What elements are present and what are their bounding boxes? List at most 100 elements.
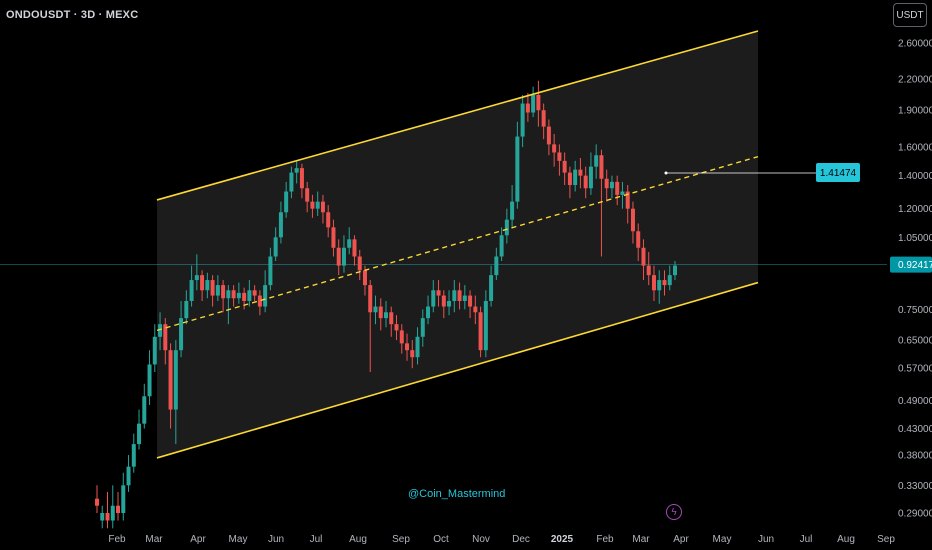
candle-body [347,239,352,248]
channel-lower-line [156,281,759,459]
y-tick-label: 1.20000 [898,204,932,215]
candle-body [242,292,247,301]
candle-body [200,275,205,291]
candle-body [641,247,646,266]
candle-body [231,290,236,299]
candle-body [410,350,415,358]
candle-body [205,280,210,291]
candle-body [320,201,325,213]
candle-body [152,336,157,365]
x-tick-label: Jun [758,534,774,545]
x-tick-label: Jun [268,534,284,545]
y-tick-label: 0.57000 [898,364,932,375]
candle-body [478,312,483,351]
current-price-tag [890,256,932,273]
candle-body [305,188,310,202]
lightning-icon[interactable]: ϟ [666,504,682,520]
x-tick-label: Jul [310,534,323,545]
currency-button[interactable]: USDT [893,3,927,27]
candle-body [578,169,583,176]
candle-body [536,94,541,111]
target-label-bg [816,163,860,182]
candle-body [294,168,299,173]
x-tick-label: 2025 [551,534,574,545]
candle-body [594,155,599,167]
candle-body [426,306,431,319]
candle-body [510,201,515,220]
candle-body [630,208,635,232]
candle-body [415,336,420,358]
y-tick-label: 0.29000 [898,509,932,520]
x-tick-label: Mar [145,534,163,545]
candle-body [567,172,572,186]
candle-body [599,155,604,179]
candle-body [210,280,215,296]
candle-body [273,237,278,257]
candle-body [588,166,593,189]
candle-body [557,152,562,161]
candle-body [667,275,672,286]
candle-body [552,144,557,153]
candle-body [194,275,199,281]
candle-body [609,181,614,189]
candle-body [520,103,525,137]
y-tick-label: 0.75000 [898,305,932,316]
candle-body [494,256,499,276]
candle-body [646,265,651,276]
y-tick-label: 2.20000 [898,74,932,85]
candle-body [331,227,336,248]
candle-body [310,201,315,209]
candle-body [531,94,536,113]
candle-body [620,191,625,195]
candle-body [221,285,226,299]
target-dot [664,171,668,175]
candle-body [462,295,467,301]
candle-body [278,212,283,238]
candle-body [673,265,677,276]
x-tick-label: May [229,534,248,545]
candle-body [420,318,425,337]
candle-body [389,312,394,325]
symbol-title: ONDOUSDT · 3D · MEXC [6,9,139,21]
candle-body [252,290,257,296]
candle-body [573,169,578,186]
candle-body [268,256,273,286]
candle-body [583,175,588,189]
candle-body [457,290,462,301]
y-tick-label: 1.90000 [898,106,932,117]
y-tick-label: 1.40000 [898,171,932,182]
candle-body [483,300,488,351]
candle-body [515,136,520,202]
x-tick-label: Mar [632,534,650,545]
candle-body [441,295,446,307]
x-tick-label: Apr [190,534,206,545]
candle-body [179,318,184,351]
candle-body [615,181,620,195]
candle-body [562,160,567,173]
x-tick-label: Feb [108,534,126,545]
candle-body [116,505,121,513]
candle-body [158,324,163,337]
candle-body [504,219,509,236]
y-tick-label: 1.60000 [898,143,932,154]
y-tick-label: 0.65000 [898,336,932,347]
candle-body [373,306,378,313]
candle-body [657,280,662,291]
candle-body [499,235,504,257]
candle-body [384,312,388,319]
y-tick-label: 0.33000 [898,481,932,492]
x-tick-label: Nov [472,534,490,545]
candle-body [142,396,147,424]
channel-fill [157,30,758,458]
candle-body [368,285,373,313]
candle-body [168,350,173,410]
candle-body [189,280,194,301]
candle-body [110,505,115,521]
candle-body [468,295,473,307]
x-tick-label: Aug [837,534,855,545]
channel-upper-line [156,30,759,201]
candle-body [263,285,268,307]
candle-body [394,324,399,331]
candle-body [147,364,152,397]
